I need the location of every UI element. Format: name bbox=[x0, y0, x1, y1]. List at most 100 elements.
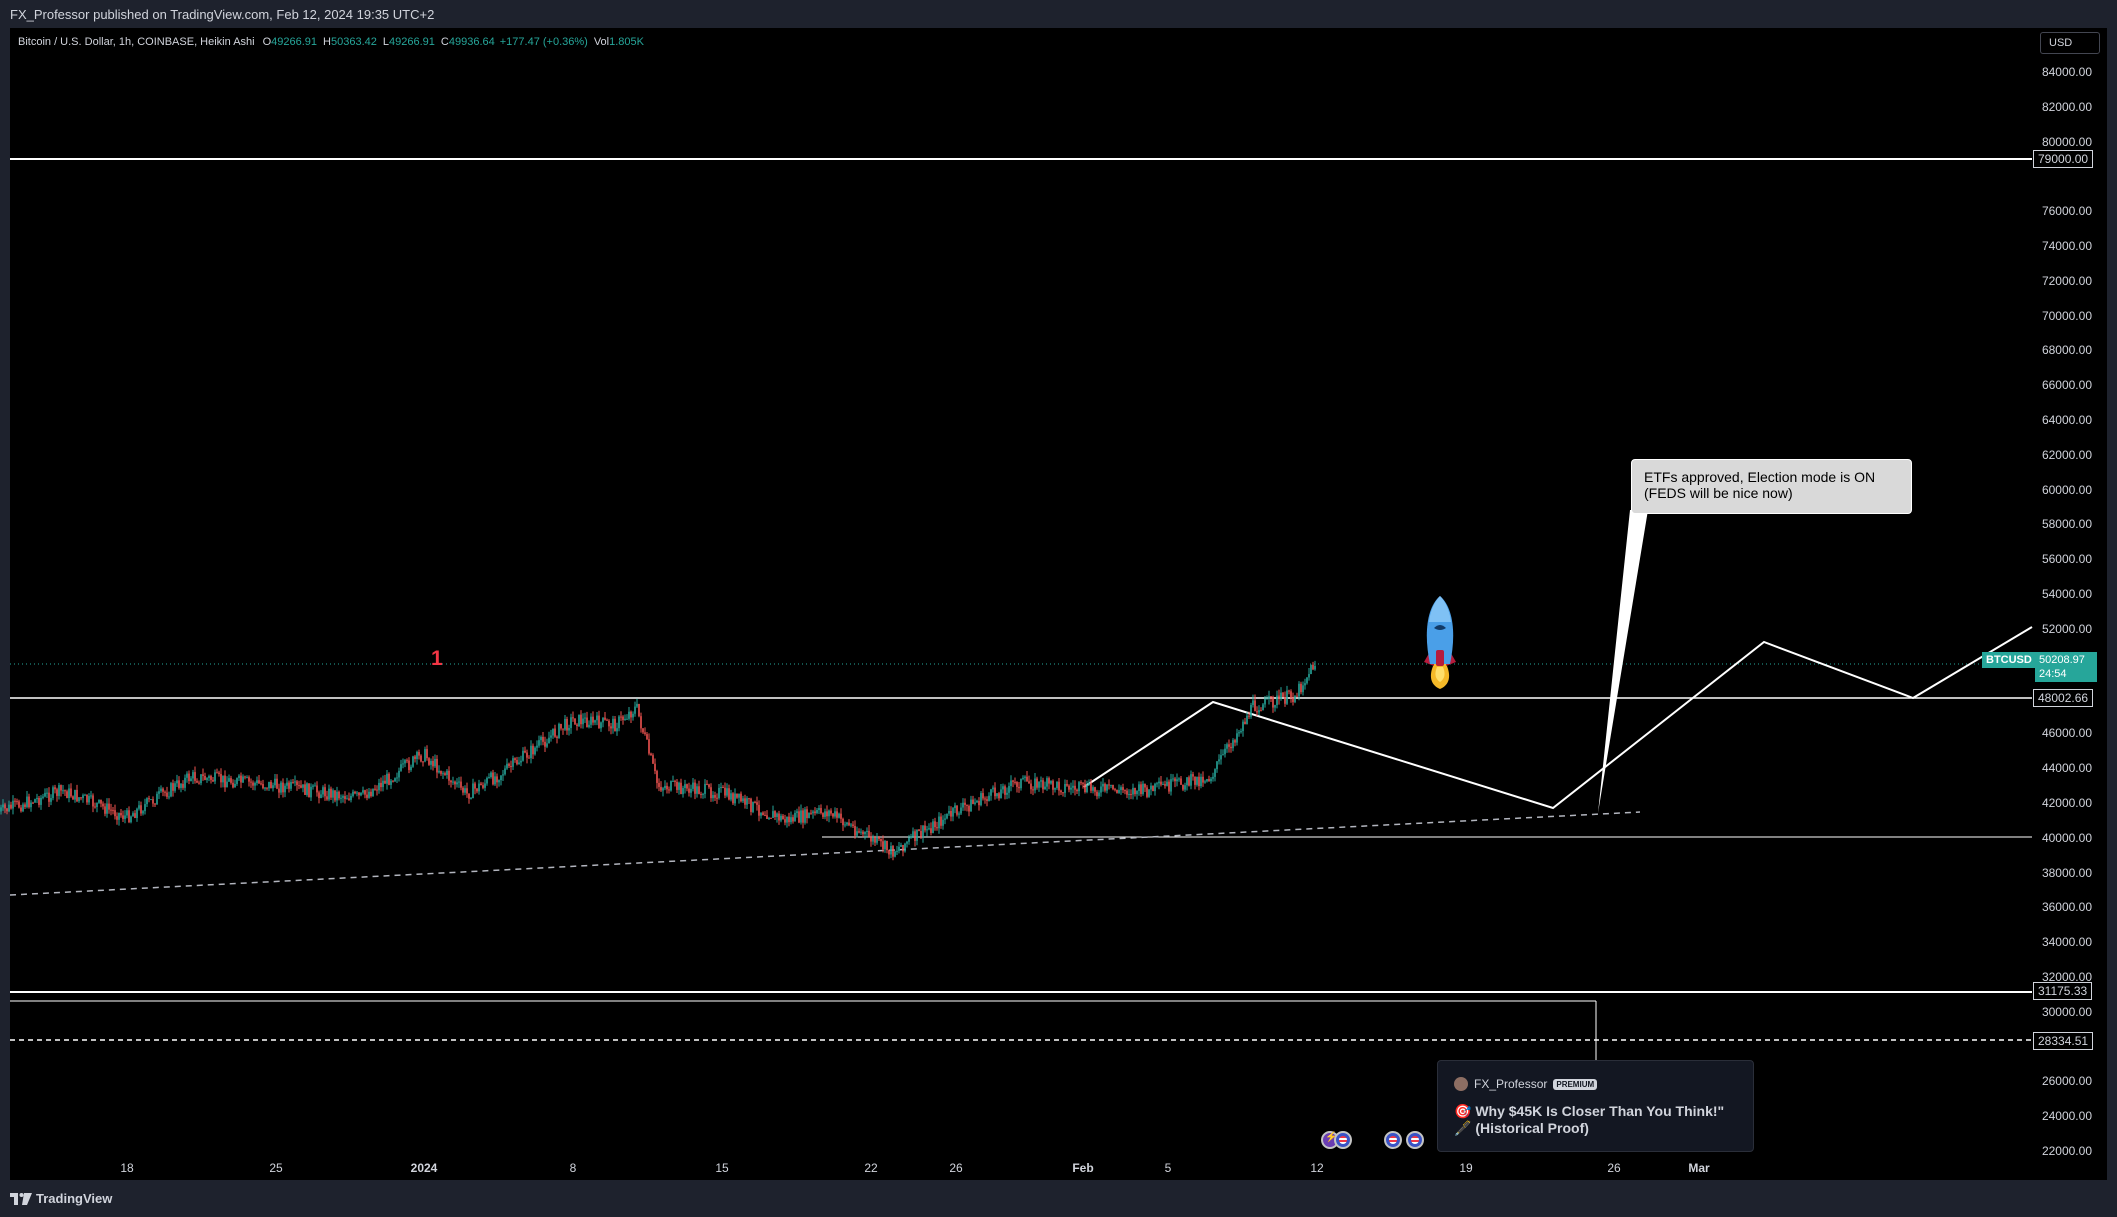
rocket-icon bbox=[1424, 596, 1456, 689]
candle-body bbox=[326, 796, 328, 800]
wave-marker-one: 1 bbox=[431, 647, 443, 670]
candle-body bbox=[900, 845, 902, 847]
candle-body bbox=[2, 804, 4, 808]
candle-body bbox=[602, 717, 604, 723]
candle-body bbox=[850, 824, 852, 826]
candle-body bbox=[800, 810, 802, 823]
candle-body bbox=[296, 781, 298, 786]
candle-body bbox=[1016, 782, 1018, 787]
candle-body bbox=[448, 770, 450, 781]
price-tick: 46000.00 bbox=[2041, 726, 2092, 741]
candle-body bbox=[496, 776, 498, 783]
candle-body bbox=[242, 776, 244, 783]
event-us-flag-icon[interactable] bbox=[1406, 1131, 1424, 1149]
candle-body bbox=[988, 795, 990, 801]
candle-body bbox=[162, 788, 164, 792]
candle-body bbox=[250, 781, 252, 783]
candle-body bbox=[650, 753, 652, 756]
candle-body bbox=[636, 703, 638, 707]
candle-body bbox=[852, 824, 854, 826]
candle-body bbox=[304, 784, 306, 795]
price-tick: 62000.00 bbox=[2041, 447, 2092, 462]
candle-body bbox=[1172, 778, 1174, 780]
candle-body bbox=[138, 805, 140, 809]
candle-body bbox=[442, 773, 444, 775]
candle-body bbox=[198, 782, 200, 784]
candle-body bbox=[910, 836, 912, 838]
candle-body bbox=[178, 780, 180, 788]
candle-body bbox=[774, 811, 776, 817]
candle-body bbox=[972, 799, 974, 804]
candle-body bbox=[1000, 789, 1002, 799]
candle-body bbox=[874, 836, 876, 843]
candle-body bbox=[92, 795, 94, 807]
candle-body bbox=[1128, 794, 1130, 796]
candle-body bbox=[766, 815, 768, 819]
candle-body bbox=[1198, 776, 1200, 787]
candle-body bbox=[184, 777, 186, 788]
candle-body bbox=[1268, 696, 1270, 699]
candle-body bbox=[482, 785, 484, 788]
candle-body bbox=[728, 788, 730, 800]
candle-body bbox=[376, 789, 378, 791]
candle-body bbox=[1144, 783, 1146, 788]
candle-body bbox=[134, 813, 136, 818]
candle-body bbox=[700, 793, 702, 795]
candle-body bbox=[190, 778, 192, 782]
candle-body bbox=[316, 785, 318, 793]
candle-body bbox=[1084, 783, 1086, 793]
candle-body bbox=[976, 800, 978, 803]
candle-body bbox=[1038, 781, 1040, 788]
candle-body bbox=[692, 782, 694, 789]
event-us-flag-icon[interactable] bbox=[1384, 1131, 1402, 1149]
candle-body bbox=[254, 782, 256, 786]
candle-body bbox=[84, 794, 86, 796]
time-tick: 22 bbox=[864, 1161, 878, 1175]
candle-body bbox=[918, 829, 920, 831]
candle-body bbox=[866, 830, 868, 832]
candle-body bbox=[356, 792, 358, 794]
candle-body bbox=[878, 836, 880, 840]
candle-body bbox=[556, 736, 558, 738]
etf-callout[interactable]: ETFs approved, Election mode is ON (FEDS… bbox=[1631, 459, 1912, 514]
candle-body bbox=[444, 773, 446, 775]
idea-title[interactable]: 🎯 Why $45K Is Closer Than You Think!" 🖋️… bbox=[1454, 1103, 1725, 1136]
candle-body bbox=[366, 794, 368, 798]
candle-body bbox=[702, 793, 704, 795]
candle-body bbox=[618, 716, 620, 729]
candle-body bbox=[912, 831, 914, 837]
candle-body bbox=[630, 711, 632, 718]
candle-body bbox=[960, 807, 962, 814]
callout-line-2: (FEDS will be nice now) bbox=[1644, 485, 1793, 501]
candle-body bbox=[20, 807, 22, 812]
currency-button[interactable]: USD bbox=[2040, 32, 2100, 54]
candle-body bbox=[40, 797, 42, 805]
candle-body bbox=[1212, 776, 1214, 779]
candle-body bbox=[388, 773, 390, 785]
candle-body bbox=[1174, 778, 1176, 782]
candle-body bbox=[1278, 695, 1280, 699]
event-us-flag-icon[interactable] bbox=[1334, 1131, 1352, 1149]
price-level-badge: 48002.66 bbox=[2033, 689, 2094, 708]
candle-body bbox=[1034, 778, 1036, 791]
candle-body bbox=[640, 716, 642, 729]
candle-body bbox=[132, 813, 134, 817]
chart-area[interactable] bbox=[10, 28, 2107, 1180]
price-tick: 40000.00 bbox=[2041, 830, 2092, 845]
related-idea-card[interactable]: FX_Professor PREMIUM 🎯 Why $45K Is Close… bbox=[1437, 1060, 1754, 1152]
candle-body bbox=[858, 831, 860, 833]
candle-body bbox=[1132, 787, 1134, 795]
candle-body bbox=[566, 718, 568, 731]
drawn-levels bbox=[9, 158, 2033, 1060]
candle-body bbox=[476, 788, 478, 792]
tradingview-brand[interactable]: TradingView bbox=[10, 1191, 112, 1206]
price-tick: 42000.00 bbox=[2041, 795, 2092, 810]
idea-author[interactable]: FX_Professor bbox=[1474, 1077, 1548, 1091]
candle-body bbox=[582, 718, 584, 725]
candle-body bbox=[48, 792, 50, 802]
price-tick: 64000.00 bbox=[2041, 413, 2092, 428]
candle-body bbox=[788, 816, 790, 823]
candle-body bbox=[1228, 744, 1230, 747]
candle-body bbox=[1136, 790, 1138, 795]
